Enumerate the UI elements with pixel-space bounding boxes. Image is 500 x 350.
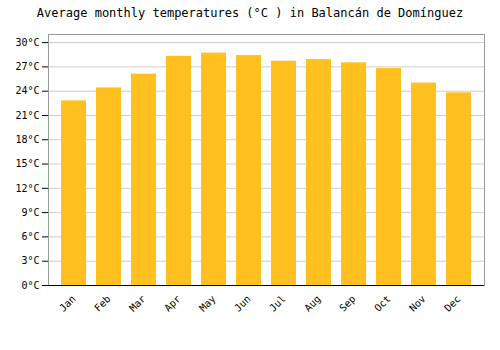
svg-text:0°C: 0°C xyxy=(21,280,39,291)
svg-text:Dec: Dec xyxy=(442,293,463,314)
svg-text:9°C: 9°C xyxy=(21,207,39,218)
svg-text:12°C: 12°C xyxy=(15,183,39,194)
svg-text:15°C: 15°C xyxy=(15,158,39,169)
svg-text:Apr: Apr xyxy=(162,293,183,314)
svg-text:18°C: 18°C xyxy=(15,134,39,145)
svg-text:May: May xyxy=(197,293,218,314)
svg-text:Nov: Nov xyxy=(407,293,428,314)
svg-text:6°C: 6°C xyxy=(21,231,39,242)
html-text:Average monthly temperatures (: Average monthly temperatures (°C ) in Ba… xyxy=(36,6,464,20)
svg-text:Feb: Feb xyxy=(92,293,113,314)
svg-text:21°C: 21°C xyxy=(15,110,39,121)
svg-text:Jun: Jun xyxy=(232,293,253,314)
svg-text:Oct: Oct xyxy=(372,293,393,314)
svg-text:30°C: 30°C xyxy=(15,37,39,48)
svg-text:24°C: 24°C xyxy=(15,85,39,96)
svg-text:3°C: 3°C xyxy=(21,255,39,266)
svg-text:Aug: Aug xyxy=(302,293,323,314)
svg-text:27°C: 27°C xyxy=(15,61,39,72)
svg-text:Sep: Sep xyxy=(337,293,358,314)
svg-text:Mar: Mar xyxy=(127,293,148,314)
svg-text:Jul: Jul xyxy=(267,293,288,314)
svg-text:Jan: Jan xyxy=(57,293,78,314)
